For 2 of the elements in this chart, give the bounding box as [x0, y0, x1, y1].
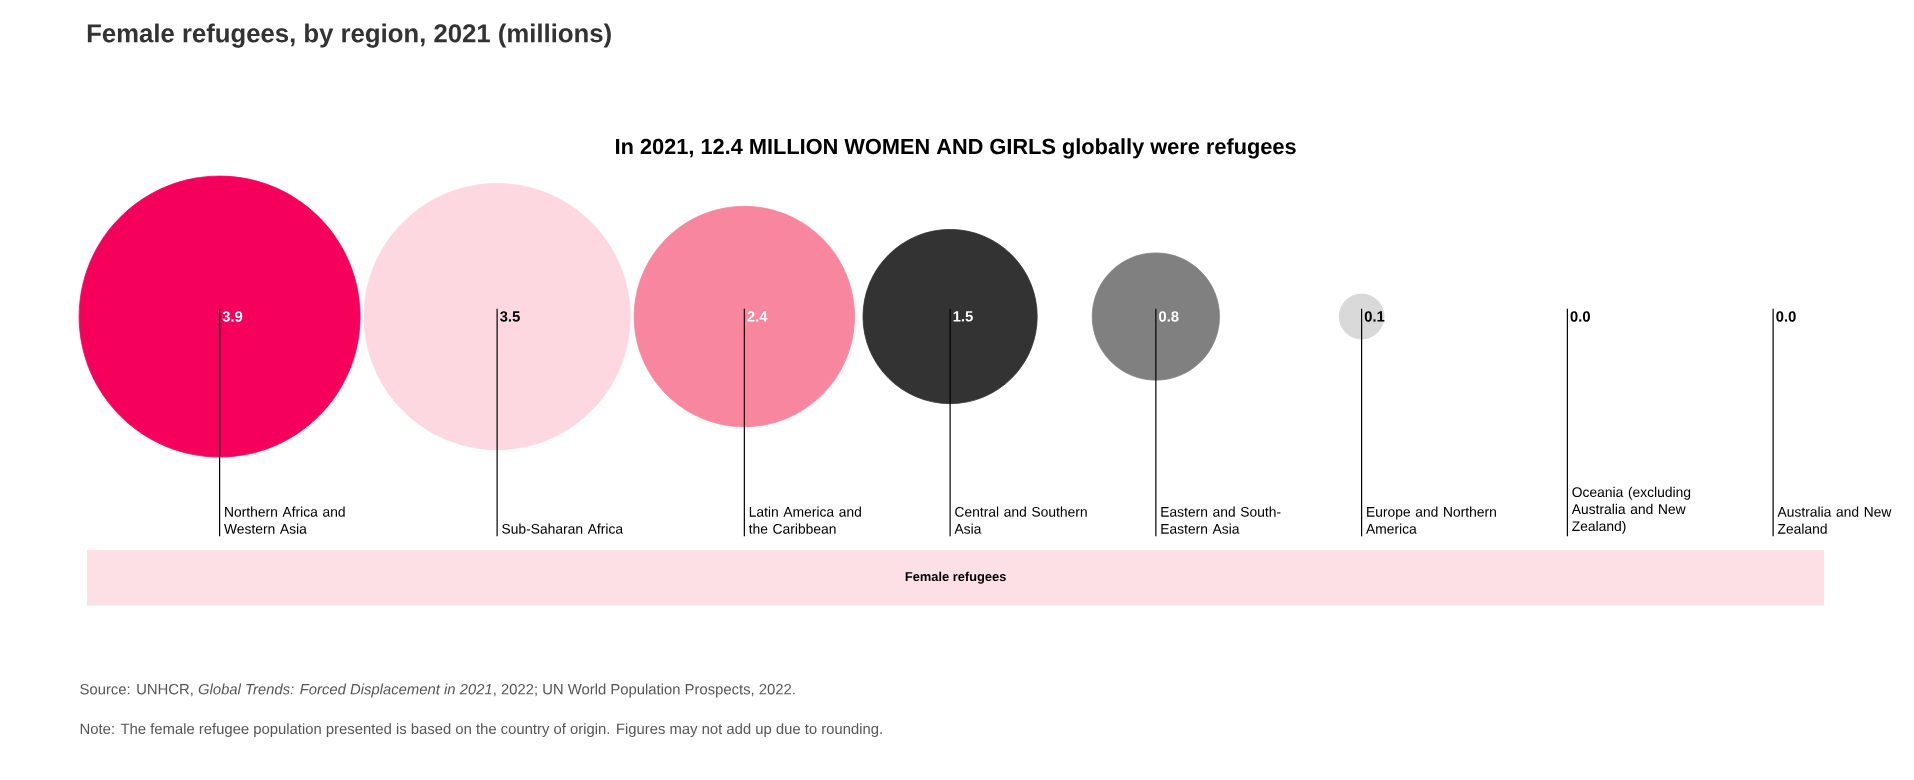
text: In 2021, 12.4 MILLION WOMEN AND GIRLS globally were refugees [616, 138, 1296, 159]
text: Female refugees, by region, 2021 (millions) [87, 23, 611, 48]
